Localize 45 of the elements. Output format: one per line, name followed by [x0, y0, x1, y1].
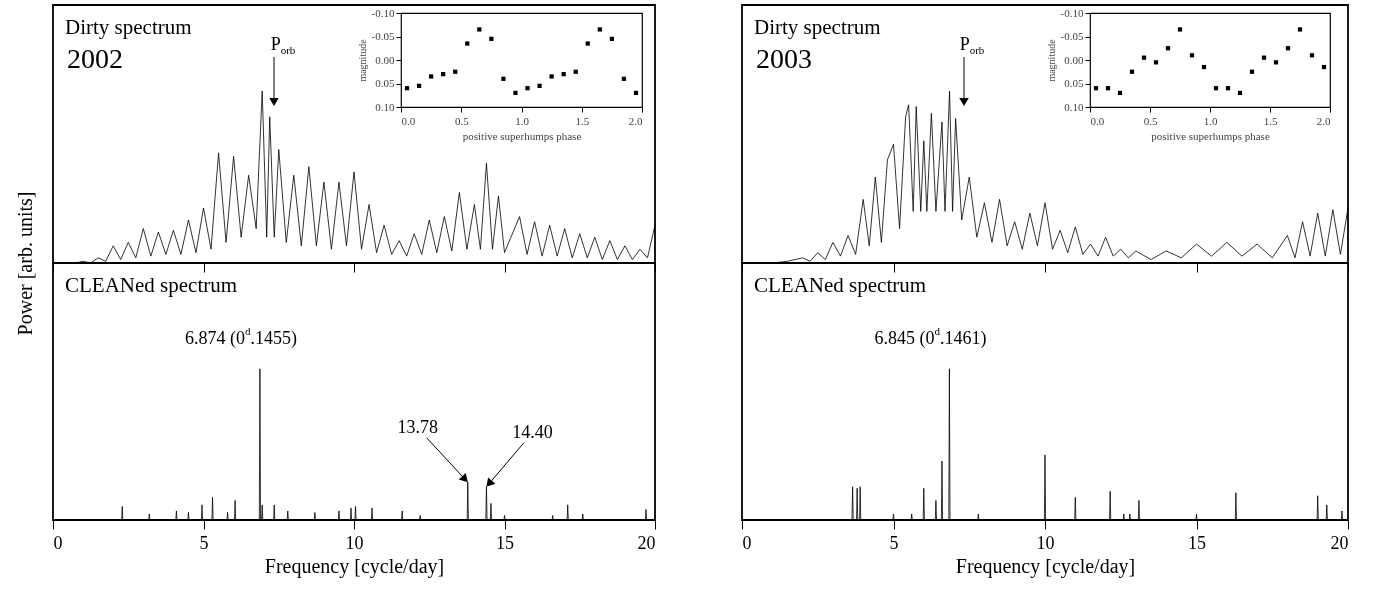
- y-tick-label: 0.05: [375, 77, 395, 89]
- x-axis-title: Frequency [cycle/day]: [264, 554, 445, 578]
- chart-title: CLEANed spectrum: [754, 273, 927, 297]
- y-tick-label: 0.00: [1064, 53, 1084, 66]
- x-tick-label: 1.5: [1263, 114, 1278, 127]
- x-tick-label: 15: [1188, 532, 1206, 553]
- x-tick-label: 0: [53, 532, 63, 553]
- chart-title: CLEANed spectrum: [65, 273, 238, 297]
- x-tick-label: 0.0: [1090, 114, 1105, 127]
- y-axis-title: magnitude: [1045, 38, 1057, 82]
- y-tick-label: 0.05: [1064, 77, 1084, 89]
- x-axis-title: positive superhumps phase: [462, 129, 582, 142]
- chart-subtitle: 2002: [67, 43, 123, 74]
- x-tick-label: 0.0: [401, 114, 416, 127]
- y-tick-label: -0.10: [1060, 6, 1084, 19]
- x-tick-label: 20: [637, 532, 656, 553]
- y-tick-label: 0.10: [375, 100, 395, 113]
- x-tick-label: 2.0: [1316, 114, 1331, 127]
- x-axis-title: Frequency [cycle/day]: [955, 554, 1136, 578]
- x-tick-label: 5: [199, 532, 209, 553]
- x-tick-label: 1.0: [515, 114, 530, 127]
- chart-title: Dirty spectrum: [754, 15, 881, 39]
- x-axis-title: positive superhumps phase: [1151, 129, 1270, 142]
- x-tick-label: 20: [1330, 532, 1349, 553]
- chart-title: Dirty spectrum: [65, 15, 192, 39]
- x-tick-label: 0: [742, 532, 752, 553]
- y-tick-label: -0.10: [371, 6, 395, 19]
- y-tick-label: 0.00: [375, 53, 395, 66]
- x-tick-label: 5: [889, 532, 899, 553]
- x-tick-label: 15: [496, 532, 514, 553]
- x-tick-label: 10: [1036, 532, 1055, 553]
- x-tick-label: 0.5: [1143, 114, 1158, 127]
- x-tick-label: 1.0: [1203, 114, 1218, 127]
- y-axis-title: magnitude: [356, 38, 368, 82]
- x-tick-label: 1.5: [575, 114, 590, 127]
- annotation: 14.40: [512, 421, 553, 442]
- y-tick-label: -0.05: [371, 30, 395, 42]
- chart-subtitle: 2003: [756, 43, 812, 74]
- annotation: 13.78: [397, 417, 439, 438]
- y-tick-label: -0.05: [1060, 30, 1084, 42]
- x-tick-label: 10: [345, 532, 364, 553]
- x-tick-label: 0.5: [454, 114, 470, 127]
- y-tick-label: 0.10: [1064, 100, 1084, 113]
- y-axis-title: Power [arb. units]: [13, 191, 36, 336]
- x-tick-label: 2.0: [628, 114, 643, 127]
